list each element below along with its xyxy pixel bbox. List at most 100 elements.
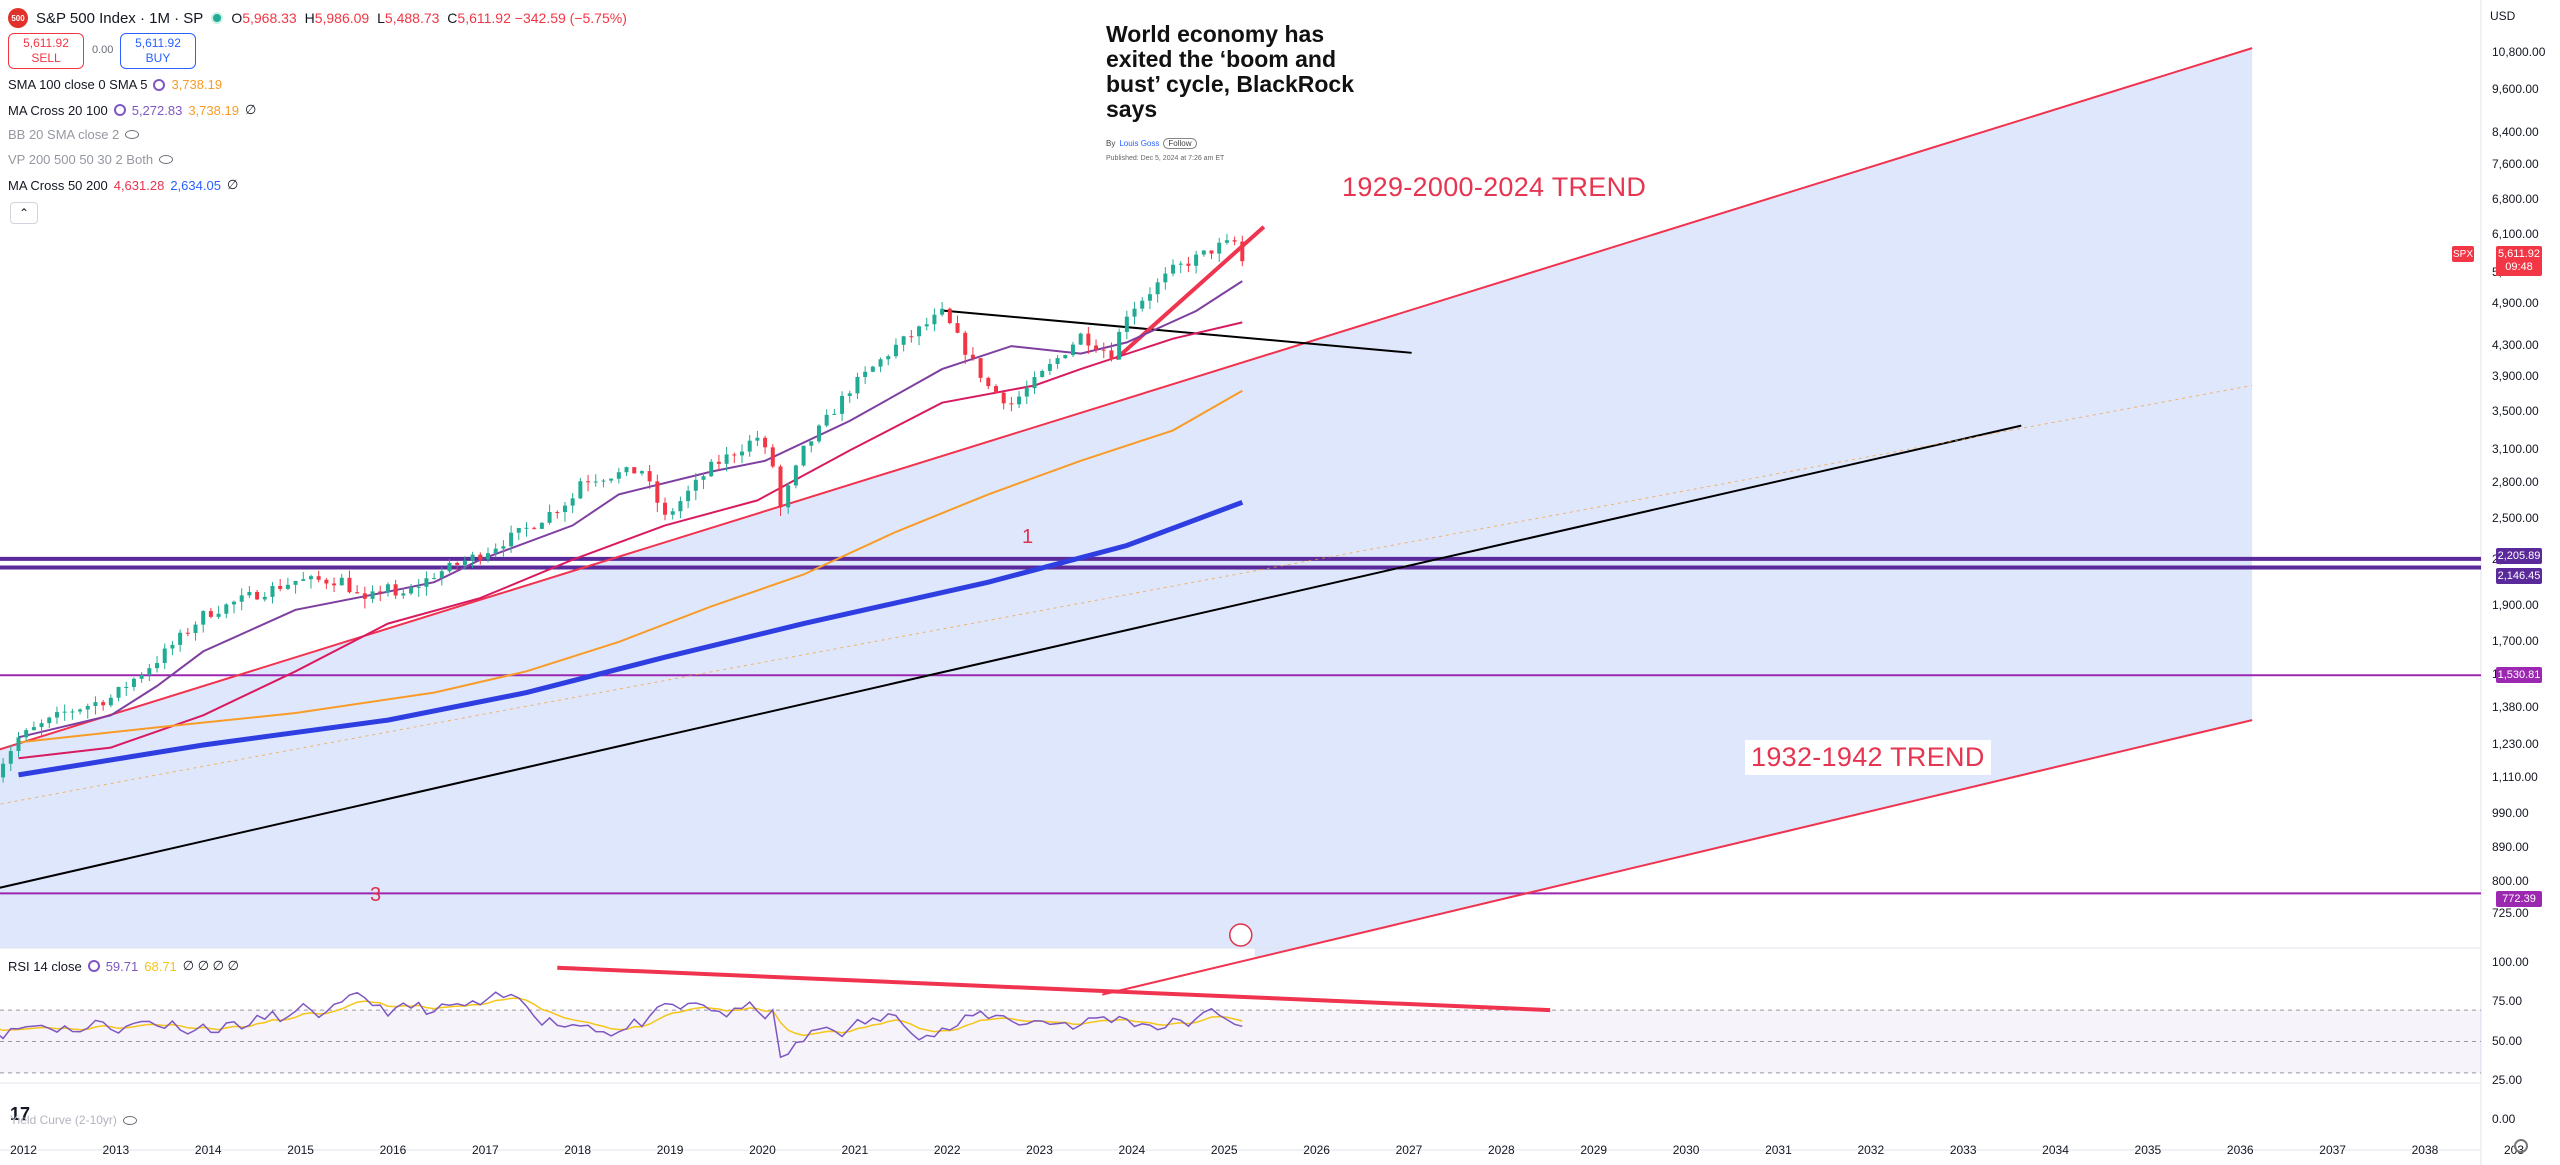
candle-body xyxy=(763,437,768,448)
price-tick-label: 2,800.00 xyxy=(2492,474,2539,489)
candle-body xyxy=(809,441,814,446)
candle-body xyxy=(1140,300,1145,309)
candle-body xyxy=(786,485,791,508)
candle-body xyxy=(740,451,744,456)
candle-body xyxy=(208,611,213,617)
candle-body xyxy=(840,395,845,414)
rsi-tick-label: 100.00 xyxy=(2492,955,2529,969)
rsi-legend[interactable]: RSI 14 close 59.71 68.71 ∅ ∅ ∅ ∅ xyxy=(8,958,239,974)
indicator-sma100[interactable]: SMA 100 close 0 SMA 5 3,738.19 xyxy=(8,77,222,92)
upper-trend-label: 1929-2000-2024 TREND xyxy=(1336,170,1653,205)
candle-body xyxy=(524,527,529,529)
candle-body xyxy=(1024,388,1029,397)
candle-body xyxy=(562,505,567,513)
hidden-eye-icon[interactable] xyxy=(122,1115,137,1125)
settings-icon[interactable] xyxy=(2514,1139,2528,1153)
year-tick-label: 2016 xyxy=(379,1143,407,1157)
buy-button[interactable]: 5,611.92 BUY xyxy=(120,33,196,69)
indicator-ma-cross-50-200[interactable]: MA Cross 50 200 4,631.28 2,634.05 ∅ xyxy=(8,177,238,193)
year-tick-label: 2026 xyxy=(1303,1143,1330,1157)
candle-body xyxy=(262,596,267,600)
candle-body xyxy=(1009,403,1014,405)
news-title: World economy has exited the ‘boom and b… xyxy=(1106,21,1355,122)
symbol-title[interactable]: S&P 500 Index · 1M · SP xyxy=(36,9,204,27)
candle-body xyxy=(339,577,344,586)
candle-body xyxy=(316,576,321,580)
year-tick-label: 2019 xyxy=(656,1143,684,1157)
tradingview-logo: 17 xyxy=(10,1104,31,1124)
price-tick-label: 2,500.00 xyxy=(2492,510,2539,525)
candle-body xyxy=(917,326,922,337)
candle-body xyxy=(131,678,136,687)
low-value: 5,488.73 xyxy=(384,10,440,26)
candle-body xyxy=(439,571,444,579)
candle-body xyxy=(493,548,498,554)
candle-body xyxy=(170,644,175,649)
moving-average-line xyxy=(18,321,1243,760)
candle-body xyxy=(332,583,337,586)
high-label: H xyxy=(304,10,315,26)
hidden-eye-icon[interactable] xyxy=(125,130,140,139)
indicator-settings-icon[interactable] xyxy=(113,104,126,116)
yield-curve-legend[interactable]: Yield Curve (2-10yr) xyxy=(10,1113,137,1127)
indicator-settings-icon[interactable] xyxy=(153,78,166,91)
indicator-ma-cross-20-100[interactable]: MA Cross 20 100 5,272.83 3,738.19 ∅ xyxy=(8,102,256,118)
rsi-line xyxy=(0,991,1243,1059)
candle-body xyxy=(616,472,621,479)
trend-channel-fill xyxy=(0,48,2253,959)
year-tick-label: 2029 xyxy=(1580,1143,1608,1157)
rsi-signal-value: 68.71 xyxy=(144,958,177,974)
candle-body xyxy=(893,344,898,357)
candle-body xyxy=(470,554,475,561)
candle-body xyxy=(1163,273,1168,283)
candle-body xyxy=(693,479,698,491)
indicator-value: 3,738.19 xyxy=(171,77,223,92)
candle-body xyxy=(555,512,560,514)
lower-trend-label: 1932-1942 TREND xyxy=(1745,740,1991,775)
candle-body xyxy=(1186,263,1191,266)
indicator-name: MA Cross 20 100 xyxy=(8,102,108,118)
candle-body xyxy=(1132,308,1137,317)
indicator-vp[interactable]: VP 200 500 50 30 2 Both xyxy=(8,152,174,167)
candle-body xyxy=(824,414,829,426)
moving-average-line xyxy=(18,389,1243,744)
hidden-eye-icon[interactable] xyxy=(159,155,174,164)
level-tag: 772.39 xyxy=(2496,891,2542,907)
candle-body xyxy=(224,604,229,614)
price-tick-label: 3,100.00 xyxy=(2492,442,2539,457)
candle-body xyxy=(1055,358,1060,364)
symbol-header[interactable]: 500 S&P 500 Index · 1M · SP O5,968.33 H5… xyxy=(8,8,631,28)
collapse-legend-button[interactable]: ⌃ xyxy=(10,202,38,224)
indicator-value-2: 2,634.05 xyxy=(170,177,221,193)
candle-body xyxy=(732,454,737,456)
rsi-tick-label: 75.00 xyxy=(2492,994,2523,1009)
dotted-trend-line xyxy=(0,384,2253,805)
indicator-bb[interactable]: BB 20 SMA close 2 xyxy=(8,127,140,142)
rsi-tick-label: 0.00 xyxy=(2492,1112,2516,1126)
candle-body xyxy=(409,587,414,594)
wave-1-label: 1 xyxy=(1022,526,1034,548)
year-tick-label: 2024 xyxy=(1118,1143,1146,1157)
year-tick-label: 2027 xyxy=(1395,1143,1423,1157)
currency-label: USD xyxy=(2490,9,2516,23)
year-tick-label: 2035 xyxy=(2134,1143,2162,1157)
indicator-settings-icon[interactable] xyxy=(87,960,100,972)
candle-body xyxy=(193,624,198,633)
rsi-divergence-line xyxy=(557,965,1551,1013)
price-tick-label: 1,900.00 xyxy=(2492,598,2539,613)
candle-body xyxy=(162,648,167,663)
candle-body xyxy=(8,751,13,764)
candle-body xyxy=(1171,264,1176,274)
candle-body xyxy=(293,580,298,585)
candle-body xyxy=(1094,345,1099,350)
sell-button[interactable]: 5,611.92 SELL xyxy=(8,33,84,69)
candle-body xyxy=(955,323,960,333)
year-tick-label: 2022 xyxy=(933,1143,961,1157)
candle-body xyxy=(1032,377,1037,389)
candle-body xyxy=(778,466,783,508)
candle-body xyxy=(863,371,868,377)
candle-body xyxy=(632,467,637,474)
candle-body xyxy=(516,528,521,533)
year-tick-label: 2021 xyxy=(841,1143,869,1157)
